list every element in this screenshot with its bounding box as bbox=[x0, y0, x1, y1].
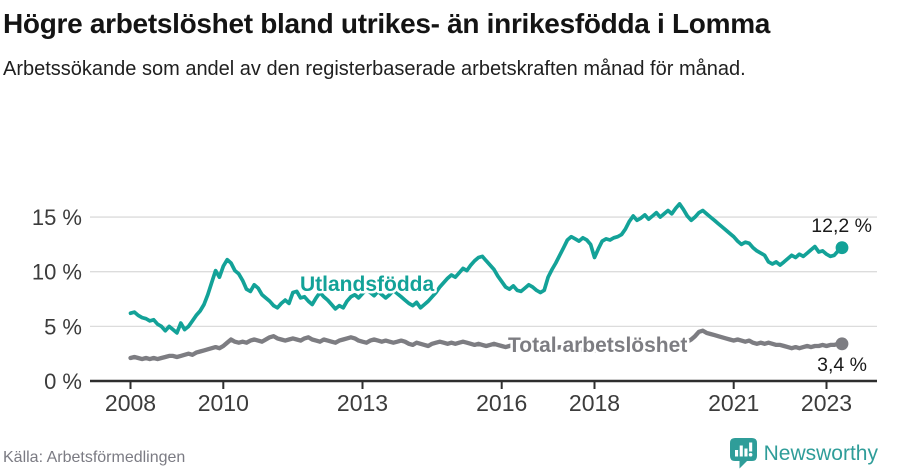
chart-header: Högre arbetslöshet bland utrikes- än inr… bbox=[3, 5, 770, 83]
y-axis-label: 10 % bbox=[32, 260, 82, 285]
chart-title: Högre arbetslöshet bland utrikes- än inr… bbox=[3, 8, 771, 39]
x-axis-label: 2008 bbox=[105, 390, 156, 416]
series-end-value-total-arbetsl-shet: 3,4 % bbox=[817, 354, 867, 376]
x-axis-label: 2013 bbox=[337, 390, 388, 416]
y-axis-label: 15 % bbox=[32, 205, 82, 230]
series-line-utlandsf-dda bbox=[128, 202, 844, 335]
x-axis-label: 2023 bbox=[801, 390, 852, 416]
series-end-dot-utlandsf-dda bbox=[835, 241, 849, 255]
y-axis-label: 0 % bbox=[44, 369, 82, 394]
y-axis-label: 5 % bbox=[44, 314, 82, 339]
series-end-dot-total-arbetsl-shet bbox=[835, 337, 849, 351]
source-note: Källa: Arbetsförmedlingen bbox=[3, 449, 186, 466]
newsworthy-bar-chart-badge-icon bbox=[729, 438, 757, 469]
series-end-value-utlandsf-dda: 12,2 % bbox=[811, 215, 872, 237]
brand-name: Newsworthy bbox=[763, 441, 878, 465]
brand-logo: Newsworthy bbox=[729, 438, 878, 469]
x-axis-label: 2010 bbox=[198, 390, 249, 416]
series-label-utlandsf-dda: Utlandsfödda bbox=[300, 273, 434, 296]
x-axis-label: 2021 bbox=[708, 390, 759, 416]
series-label-total-arbetsl-shet: Total arbetslöshet bbox=[508, 334, 687, 357]
x-axis-label: 2018 bbox=[569, 390, 620, 416]
chart-subtitle: Arbetssökande som andel av den registerb… bbox=[3, 57, 746, 80]
x-axis-label: 2016 bbox=[476, 390, 527, 416]
series-line-total-arbetsl-shet bbox=[128, 328, 845, 362]
